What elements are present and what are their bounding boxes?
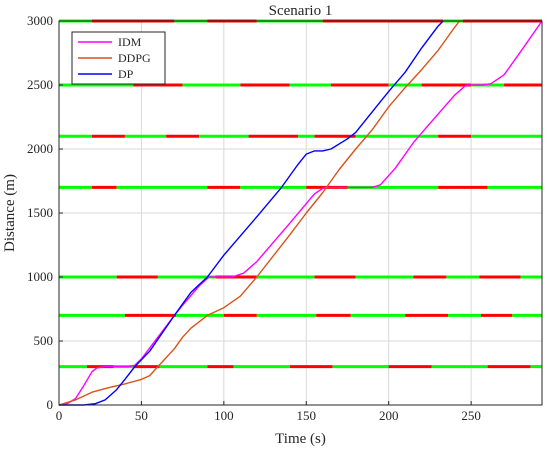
x-axis-title: Time (s) bbox=[275, 431, 326, 447]
x-tick-label: 200 bbox=[379, 408, 399, 423]
y-axis-title: Distance (m) bbox=[2, 174, 18, 252]
series-line-ddpg bbox=[58, 20, 461, 406]
series-line-dp bbox=[59, 20, 444, 406]
legend-label: IDM bbox=[118, 35, 142, 49]
chart-title: Scenario 1 bbox=[269, 3, 333, 19]
y-tick-label: 1000 bbox=[27, 269, 53, 284]
x-tick-label: 250 bbox=[461, 408, 481, 423]
legend-label: DP bbox=[118, 67, 134, 81]
x-tick-label: 0 bbox=[56, 408, 63, 423]
series-line-idm bbox=[58, 20, 543, 406]
y-tick-label: 1500 bbox=[27, 205, 53, 220]
legend-label: DDPG bbox=[118, 51, 151, 65]
y-tick-label: 2000 bbox=[27, 141, 53, 156]
y-tick-label: 2500 bbox=[27, 77, 53, 92]
y-tick-label: 3000 bbox=[27, 13, 53, 28]
series-lines bbox=[58, 20, 543, 406]
x-tick-label: 100 bbox=[214, 408, 234, 423]
legend: IDM DDPG DP bbox=[71, 31, 166, 85]
x-tick-label: 150 bbox=[297, 408, 317, 423]
y-tick-label: 500 bbox=[34, 333, 54, 348]
y-tick-label: 0 bbox=[47, 397, 54, 412]
x-tick-label: 50 bbox=[135, 408, 148, 423]
